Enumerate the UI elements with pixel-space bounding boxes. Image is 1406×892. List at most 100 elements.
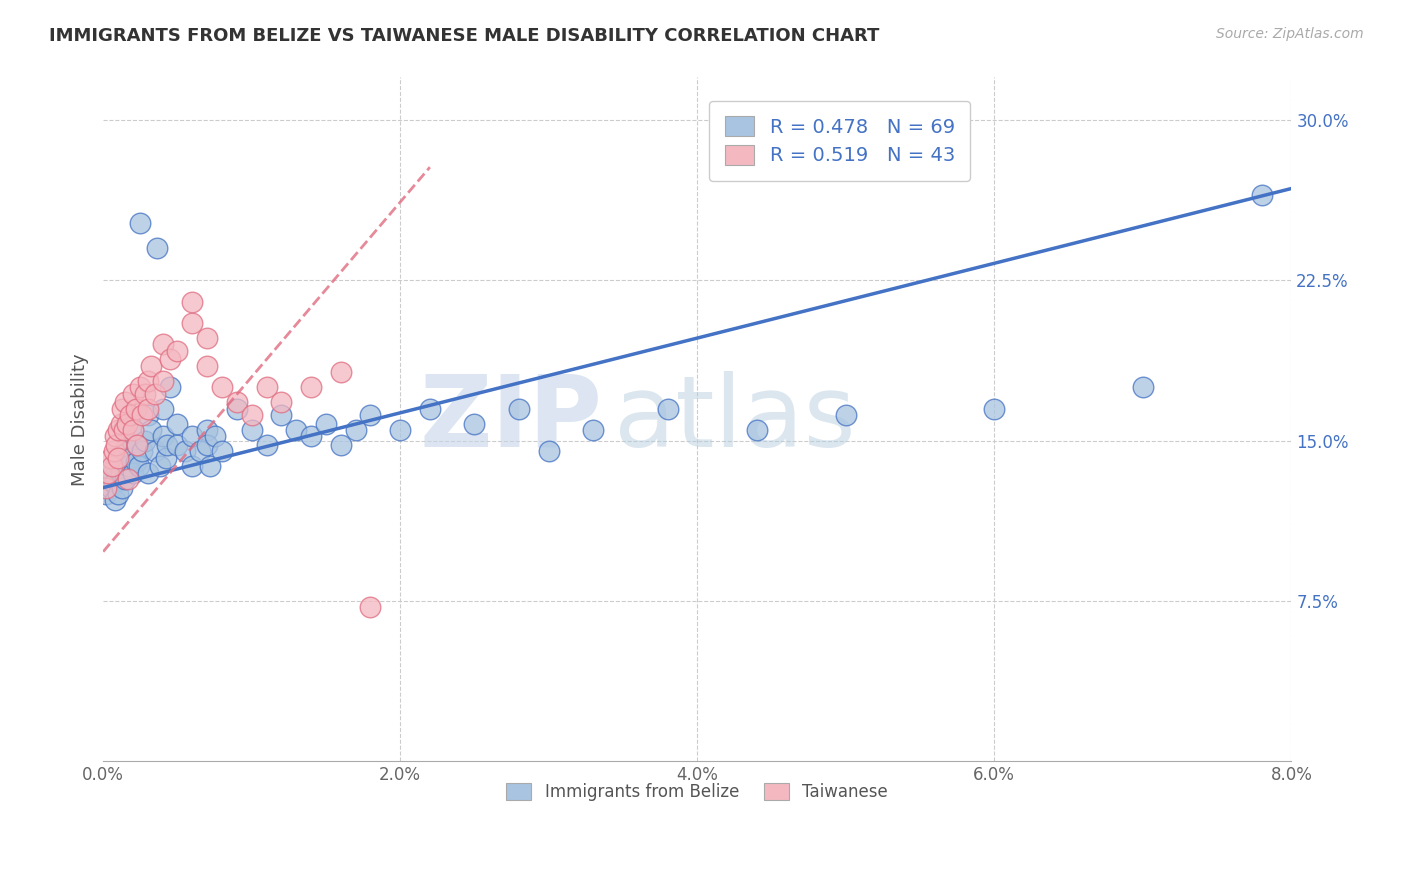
- Point: [745, 423, 768, 437]
- Point: [136, 374, 159, 388]
- Point: [127, 438, 149, 452]
- Point: [240, 423, 263, 437]
- Point: [143, 444, 166, 458]
- Point: [107, 450, 129, 465]
- Point: [983, 401, 1005, 416]
- Point: [104, 429, 127, 443]
- Point: [139, 359, 162, 373]
- Point: [121, 423, 143, 437]
- Point: [181, 294, 204, 309]
- Point: [128, 459, 150, 474]
- Point: [103, 476, 125, 491]
- Point: [101, 466, 124, 480]
- Point: [97, 472, 120, 486]
- Point: [256, 438, 278, 452]
- Point: [94, 487, 117, 501]
- Point: [100, 481, 122, 495]
- Point: [204, 429, 226, 443]
- Point: [181, 316, 204, 330]
- Point: [115, 438, 138, 452]
- Point: [117, 459, 139, 474]
- Point: [419, 401, 441, 416]
- Point: [107, 487, 129, 501]
- Point: [463, 417, 485, 431]
- Point: [118, 408, 141, 422]
- Point: [110, 466, 132, 480]
- Point: [195, 423, 218, 437]
- Point: [103, 444, 125, 458]
- Point: [152, 374, 174, 388]
- Point: [582, 423, 605, 437]
- Point: [145, 241, 167, 255]
- Point: [101, 459, 124, 474]
- Point: [315, 417, 337, 431]
- Point: [114, 472, 136, 486]
- Point: [188, 444, 211, 458]
- Point: [299, 380, 322, 394]
- Point: [299, 429, 322, 443]
- Point: [389, 423, 412, 437]
- Point: [134, 434, 156, 448]
- Point: [195, 359, 218, 373]
- Point: [835, 408, 858, 422]
- Point: [152, 401, 174, 416]
- Point: [105, 438, 128, 452]
- Point: [107, 423, 129, 437]
- Point: [225, 395, 247, 409]
- Point: [211, 380, 233, 394]
- Point: [139, 423, 162, 437]
- Point: [155, 450, 177, 465]
- Point: [112, 423, 135, 437]
- Point: [508, 401, 530, 416]
- Point: [121, 386, 143, 401]
- Point: [136, 466, 159, 480]
- Point: [166, 343, 188, 358]
- Point: [143, 386, 166, 401]
- Point: [285, 423, 308, 437]
- Point: [1250, 188, 1272, 202]
- Point: [131, 408, 153, 422]
- Point: [181, 429, 204, 443]
- Point: [166, 417, 188, 431]
- Point: [329, 365, 352, 379]
- Point: [159, 380, 181, 394]
- Point: [134, 386, 156, 401]
- Point: [107, 450, 129, 465]
- Point: [159, 352, 181, 367]
- Point: [211, 444, 233, 458]
- Point: [131, 444, 153, 458]
- Point: [344, 423, 367, 437]
- Point: [173, 444, 195, 458]
- Text: Source: ZipAtlas.com: Source: ZipAtlas.com: [1216, 27, 1364, 41]
- Point: [104, 459, 127, 474]
- Point: [94, 481, 117, 495]
- Point: [100, 450, 122, 465]
- Text: IMMIGRANTS FROM BELIZE VS TAIWANESE MALE DISABILITY CORRELATION CHART: IMMIGRANTS FROM BELIZE VS TAIWANESE MALE…: [49, 27, 880, 45]
- Point: [270, 408, 292, 422]
- Point: [127, 438, 149, 452]
- Point: [195, 331, 218, 345]
- Point: [359, 600, 381, 615]
- Point: [148, 459, 170, 474]
- Point: [152, 429, 174, 443]
- Point: [105, 455, 128, 469]
- Point: [121, 466, 143, 480]
- Point: [97, 466, 120, 480]
- Point: [111, 401, 134, 416]
- Point: [198, 459, 221, 474]
- Point: [537, 444, 560, 458]
- Point: [111, 481, 134, 495]
- Text: ZIP: ZIP: [419, 371, 602, 467]
- Y-axis label: Male Disability: Male Disability: [72, 353, 89, 485]
- Legend: Immigrants from Belize, Taiwanese: Immigrants from Belize, Taiwanese: [494, 770, 901, 814]
- Point: [110, 417, 132, 431]
- Point: [136, 401, 159, 416]
- Point: [225, 401, 247, 416]
- Point: [166, 438, 188, 452]
- Text: atlas: atlas: [614, 371, 856, 467]
- Point: [114, 395, 136, 409]
- Point: [125, 455, 148, 469]
- Point: [657, 401, 679, 416]
- Point: [104, 493, 127, 508]
- Point: [1132, 380, 1154, 394]
